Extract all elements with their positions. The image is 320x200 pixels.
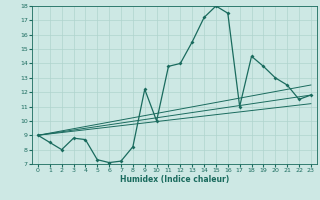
- X-axis label: Humidex (Indice chaleur): Humidex (Indice chaleur): [120, 175, 229, 184]
